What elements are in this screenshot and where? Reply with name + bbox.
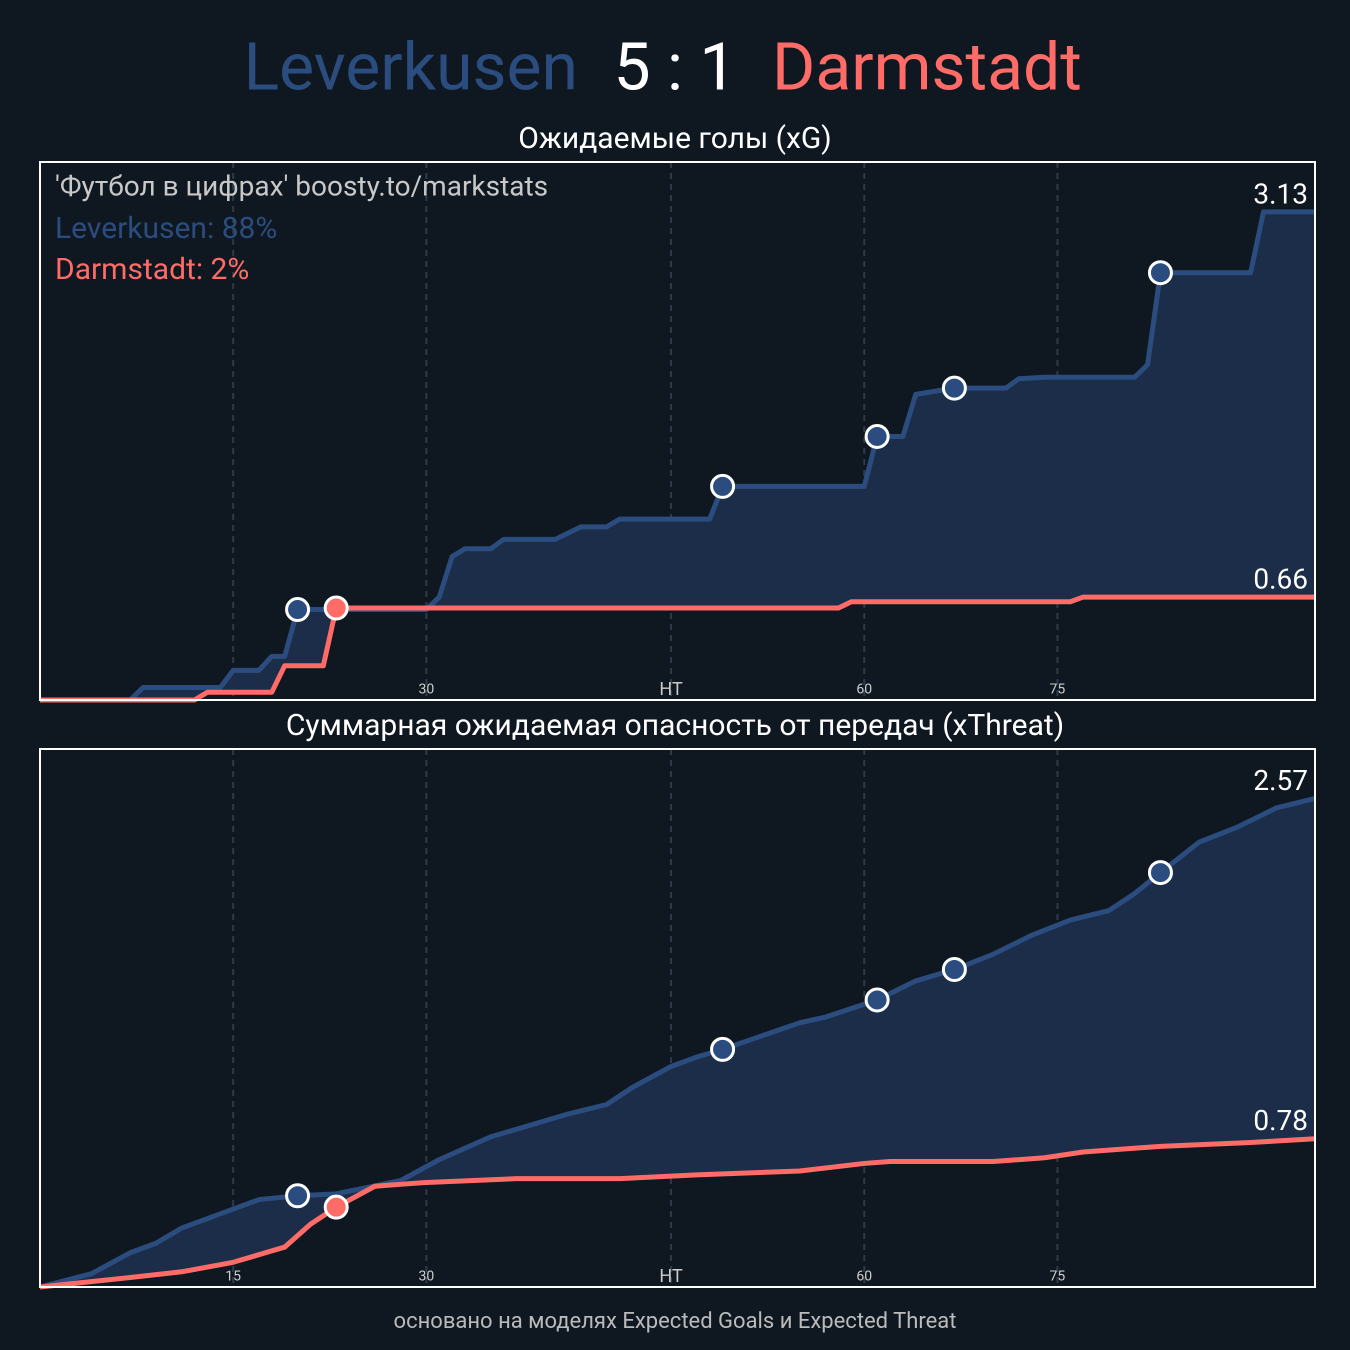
x-tick-label: 75 [1050, 682, 1066, 698]
line [40, 594, 1315, 703]
area-between [40, 211, 1315, 701]
goal-marker [710, 473, 736, 499]
goal-marker [710, 1036, 736, 1062]
goal-marker [1147, 260, 1173, 286]
x-tick-label: 75 [1050, 1269, 1066, 1285]
plot-frame [39, 748, 1316, 1288]
goal-marker [864, 987, 890, 1013]
x-tick-label: HT [659, 679, 683, 700]
goal-marker [285, 1183, 311, 1209]
plot-frame [39, 161, 1316, 701]
goal-marker [323, 1194, 349, 1220]
goal-marker [285, 597, 311, 623]
chart-title: Ожидаемые голы (xG) [518, 121, 831, 156]
line [39, 796, 1316, 1290]
win-probability: Darmstadt: 2% [55, 252, 249, 287]
end-value-label: 0.78 [1253, 1104, 1308, 1137]
line [39, 1136, 1316, 1290]
goal-marker [941, 957, 967, 983]
x-tick-label: HT [659, 1266, 683, 1287]
x-tick-label: 60 [856, 682, 872, 698]
win-probability: Leverkusen: 88% [55, 211, 277, 246]
x-tick-label: 30 [418, 1269, 434, 1285]
x-tick-label: 15 [225, 1269, 241, 1285]
goal-marker [1147, 860, 1173, 886]
goal-marker [864, 423, 890, 449]
x-tick-label: 30 [418, 682, 434, 698]
x-tick-label: 60 [856, 1269, 872, 1285]
away-team: Darmstadt [772, 29, 1082, 106]
end-value-label: 3.13 [1253, 177, 1308, 210]
watermark: 'Футбол в цифрах' boosty.to/markstats [55, 169, 548, 202]
end-value-label: 2.57 [1253, 764, 1308, 797]
footer: основано на моделях Expected Goals и Exp… [394, 1309, 957, 1334]
goal-marker [941, 375, 967, 401]
end-value-label: 0.66 [1253, 562, 1308, 595]
score: 5 : 1 [614, 29, 737, 106]
home-team: Leverkusen [244, 29, 578, 106]
chart-title: Суммарная ожидаемая опасность от передач… [286, 708, 1064, 743]
goal-marker [323, 595, 349, 621]
line [40, 209, 1315, 703]
